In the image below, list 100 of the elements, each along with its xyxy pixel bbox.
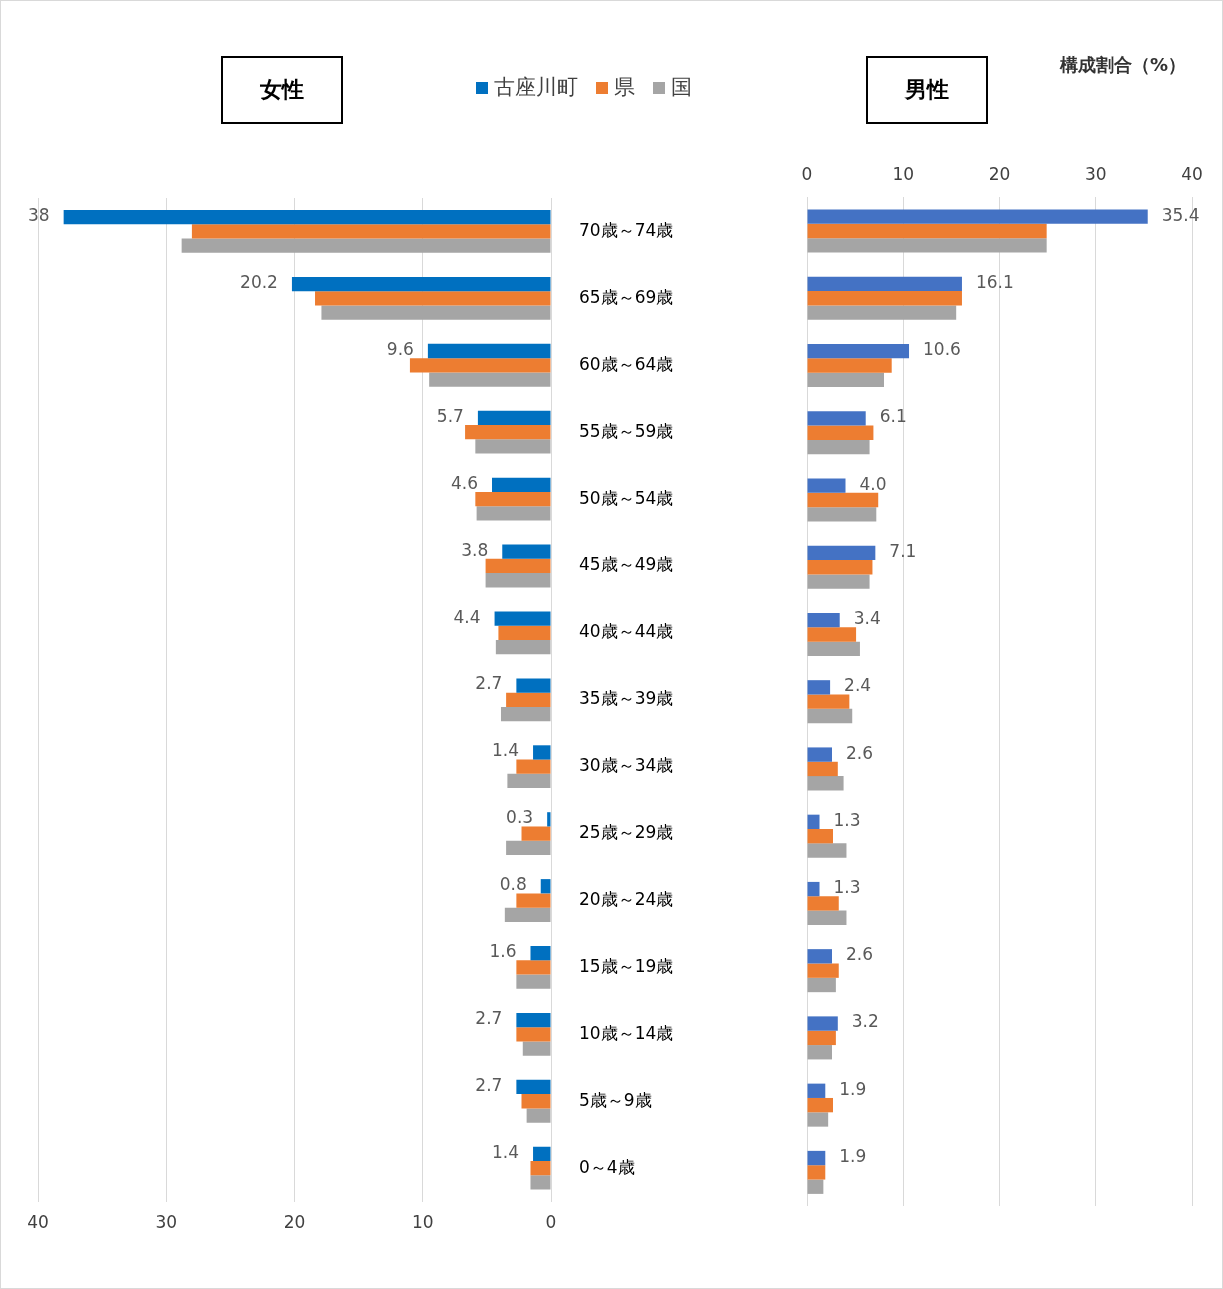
- bar: [291, 276, 551, 292]
- y-tick-label: 10歳～14歳: [579, 1022, 674, 1043]
- data-label: 6.1: [879, 406, 907, 427]
- data-label: 4.6: [450, 472, 479, 493]
- bar: [807, 358, 892, 373]
- bar: [807, 963, 839, 978]
- bar: [494, 611, 551, 626]
- bar: [485, 558, 551, 574]
- bar: [807, 1030, 836, 1046]
- bar: [521, 826, 551, 841]
- legend-label: 古座川町: [493, 74, 578, 101]
- data-label: 1.4: [492, 740, 520, 761]
- x-tick-label: 0: [545, 1212, 557, 1233]
- data-label: 2.6: [846, 944, 874, 965]
- bar: [807, 425, 874, 440]
- bar: [807, 949, 833, 964]
- bar: [530, 946, 551, 961]
- bar: [807, 411, 866, 426]
- x-tick-label: 40: [27, 1212, 49, 1233]
- data-label: 1.3: [833, 809, 861, 830]
- bar: [533, 745, 551, 760]
- bar: [807, 1016, 838, 1031]
- bar: [807, 1097, 833, 1113]
- data-label: 2.7: [475, 1007, 503, 1028]
- bar: [807, 1083, 826, 1098]
- x-axis-title: 構成割合（%）: [1059, 53, 1186, 77]
- bar: [807, 776, 844, 791]
- bar: [516, 678, 551, 693]
- bar: [547, 812, 551, 827]
- bar: [506, 840, 551, 856]
- bar: [807, 843, 847, 858]
- x-tick-label: 20: [283, 1212, 306, 1233]
- bar: [516, 1012, 551, 1028]
- y-tick-label: 50歳～54歳: [579, 487, 674, 508]
- data-label: 38: [28, 205, 50, 226]
- bar: [321, 305, 551, 320]
- data-label: 4.4: [453, 606, 481, 627]
- bar: [465, 425, 551, 440]
- bar: [807, 372, 884, 388]
- bar: [807, 305, 957, 320]
- legend-label: 県: [613, 74, 635, 101]
- data-label: 2.4: [844, 675, 872, 696]
- data-label: 3.8: [461, 539, 489, 560]
- y-tick-label: 0～4歳: [579, 1156, 635, 1177]
- data-label: 35.4: [1161, 204, 1200, 225]
- bar: [807, 223, 1047, 239]
- bar: [429, 372, 551, 387]
- bar: [807, 761, 838, 777]
- bar: [530, 1175, 551, 1190]
- bar: [498, 625, 551, 641]
- data-label: 1.6: [489, 941, 517, 962]
- data-label: 3.2: [851, 1011, 879, 1032]
- bar: [522, 1041, 551, 1056]
- bar: [181, 238, 551, 253]
- y-tick-label: 30歳～34歳: [579, 755, 674, 776]
- bar: [315, 291, 551, 306]
- x-tick-label: 0: [801, 163, 813, 184]
- bar: [530, 1161, 551, 1176]
- data-label: 10.6: [923, 339, 961, 360]
- bar: [506, 692, 551, 707]
- bar: [477, 410, 551, 426]
- bar: [807, 814, 820, 830]
- bar: [807, 439, 870, 455]
- bar: [500, 706, 551, 722]
- bar: [807, 574, 870, 589]
- y-tick-label: 65歳～69歳: [579, 286, 674, 307]
- data-label: 16.1: [975, 271, 1014, 292]
- bar: [807, 1150, 826, 1166]
- data-label: 7.1: [889, 540, 917, 561]
- bar: [807, 276, 962, 292]
- data-label: 2.6: [846, 742, 874, 763]
- data-label: 5.7: [436, 405, 464, 426]
- bar: [516, 960, 551, 975]
- x-tick-label: 40: [1181, 163, 1203, 184]
- data-label: 0.3: [506, 807, 534, 828]
- bar: [533, 1146, 551, 1162]
- bar: [475, 491, 551, 507]
- bar: [516, 974, 551, 989]
- bar: [191, 224, 551, 239]
- x-tick-label: 10: [411, 1212, 434, 1233]
- y-tick-label: 25歳～29歳: [579, 822, 674, 843]
- bar: [807, 478, 846, 493]
- y-tick-label: 45歳～49歳: [579, 554, 674, 575]
- data-label: 2.7: [475, 1074, 503, 1095]
- bar: [807, 291, 962, 306]
- y-tick-label: 60歳～64歳: [579, 353, 674, 374]
- y-tick-label: 70歳～74歳: [579, 219, 674, 240]
- data-label: 20.2: [240, 272, 278, 293]
- data-label: 4.0: [859, 473, 887, 494]
- bar: [504, 907, 551, 922]
- legend-label: 国: [670, 74, 692, 101]
- bar: [807, 977, 836, 993]
- bar: [807, 209, 1148, 224]
- bar: [63, 210, 551, 225]
- y-tick-label: 15歳～19歳: [579, 955, 674, 976]
- data-label: 1.4: [492, 1141, 520, 1162]
- data-label: 0.8: [499, 874, 527, 895]
- bar: [807, 1045, 833, 1060]
- bar: [807, 641, 860, 656]
- bar: [807, 910, 847, 925]
